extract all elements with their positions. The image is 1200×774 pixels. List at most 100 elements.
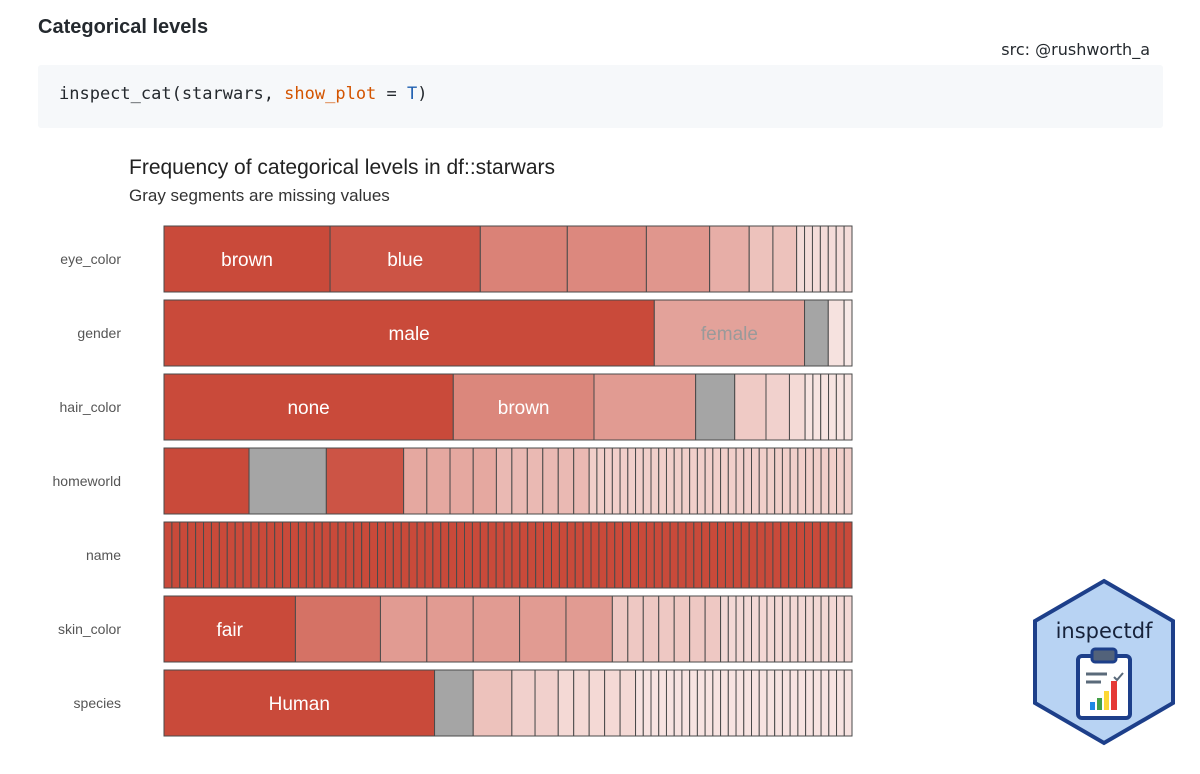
level-segment	[743, 595, 753, 663]
row-frame	[163, 299, 853, 367]
level-segment	[195, 521, 205, 589]
level-segment	[720, 447, 729, 515]
code-block: inspect_cat(starwars, show_plot = T)	[38, 65, 1163, 128]
level-segment	[472, 595, 521, 663]
level-segment	[751, 447, 760, 515]
level-segment	[400, 521, 410, 589]
level-segment	[797, 447, 807, 515]
level-segment	[766, 669, 776, 737]
level-segment	[535, 521, 545, 589]
level-segment	[448, 521, 458, 589]
level-segment	[758, 669, 768, 737]
level-segment	[758, 595, 768, 663]
level-segment	[495, 521, 505, 589]
segment-label: male	[389, 324, 430, 345]
level-segment	[487, 521, 497, 589]
level-segment	[557, 447, 575, 515]
level-segment	[598, 521, 608, 589]
level-segment	[187, 521, 197, 589]
level-segment	[290, 521, 299, 589]
level-segment	[689, 669, 698, 737]
level-segment	[704, 595, 722, 663]
level-segment	[635, 669, 644, 737]
level-segment	[665, 447, 675, 515]
missing-segment	[804, 299, 829, 367]
level-segment	[735, 595, 745, 663]
level-segment	[811, 521, 821, 589]
level-segment	[511, 521, 521, 589]
level-segment	[732, 521, 742, 589]
level-segment	[642, 447, 652, 515]
level-segment	[843, 225, 853, 293]
level-segment	[203, 521, 212, 589]
row-label: gender	[77, 325, 121, 341]
level-segment	[426, 595, 474, 663]
clipboard-chart-icon	[1076, 647, 1132, 720]
level-segment	[727, 669, 737, 737]
level-segment	[627, 595, 644, 663]
level-segment	[604, 669, 621, 737]
row-frame	[163, 595, 853, 663]
level-segment	[550, 521, 560, 589]
level-segment	[622, 521, 632, 589]
level-segment	[689, 595, 706, 663]
level-segment	[658, 447, 667, 515]
code-paren: )	[417, 84, 428, 104]
level-segment	[452, 373, 595, 441]
level-segment	[812, 669, 822, 737]
level-segment	[781, 669, 791, 737]
row-frame	[163, 669, 853, 737]
level-segment	[642, 669, 652, 737]
level-segment	[392, 521, 402, 589]
level-segment	[820, 669, 830, 737]
level-segment	[673, 447, 683, 515]
code-line: inspect_cat(starwars, show_plot = T)	[59, 84, 428, 104]
level-segment	[650, 669, 660, 737]
level-segment	[250, 521, 260, 589]
section-heading: Categorical levels	[38, 16, 209, 38]
level-segment	[573, 669, 590, 737]
level-segment	[627, 447, 637, 515]
level-segment	[797, 669, 807, 737]
segment-label: brown	[498, 398, 550, 419]
level-segment	[471, 521, 481, 589]
level-segment	[472, 669, 513, 737]
segment-label: female	[701, 324, 758, 345]
level-segment	[163, 373, 454, 441]
level-segment	[658, 595, 675, 663]
level-segment	[313, 521, 323, 589]
level-segment	[765, 373, 790, 441]
segment-label: fair	[217, 620, 244, 641]
level-segment	[843, 373, 853, 441]
level-segment	[764, 521, 774, 589]
level-segment	[345, 521, 355, 589]
level-segment	[611, 595, 629, 663]
inspectdf-logo: inspectdf	[1033, 578, 1175, 746]
level-segment	[377, 521, 386, 589]
level-segment	[820, 447, 830, 515]
level-segment	[743, 669, 753, 737]
level-segment	[673, 669, 683, 737]
level-segment	[305, 521, 315, 589]
level-segment	[789, 595, 799, 663]
level-segment	[758, 447, 768, 515]
missing-segment	[695, 373, 736, 441]
level-segment	[449, 447, 474, 515]
level-segment	[179, 521, 189, 589]
level-segment	[835, 521, 845, 589]
level-segment	[835, 373, 845, 441]
segment-label: none	[287, 398, 329, 419]
level-segment	[619, 669, 637, 737]
level-segment	[590, 521, 600, 589]
categorical-levels-chart: eye_color brown blue gender male female hair_c…	[0, 140, 1010, 760]
level-segment	[766, 595, 776, 663]
level-segment	[843, 447, 853, 515]
level-segment	[645, 225, 711, 293]
level-segment	[772, 521, 782, 589]
row-frame	[163, 225, 853, 293]
level-segment	[226, 521, 236, 589]
level-segment	[727, 595, 737, 663]
level-segment	[781, 595, 791, 663]
level-segment	[828, 669, 838, 737]
